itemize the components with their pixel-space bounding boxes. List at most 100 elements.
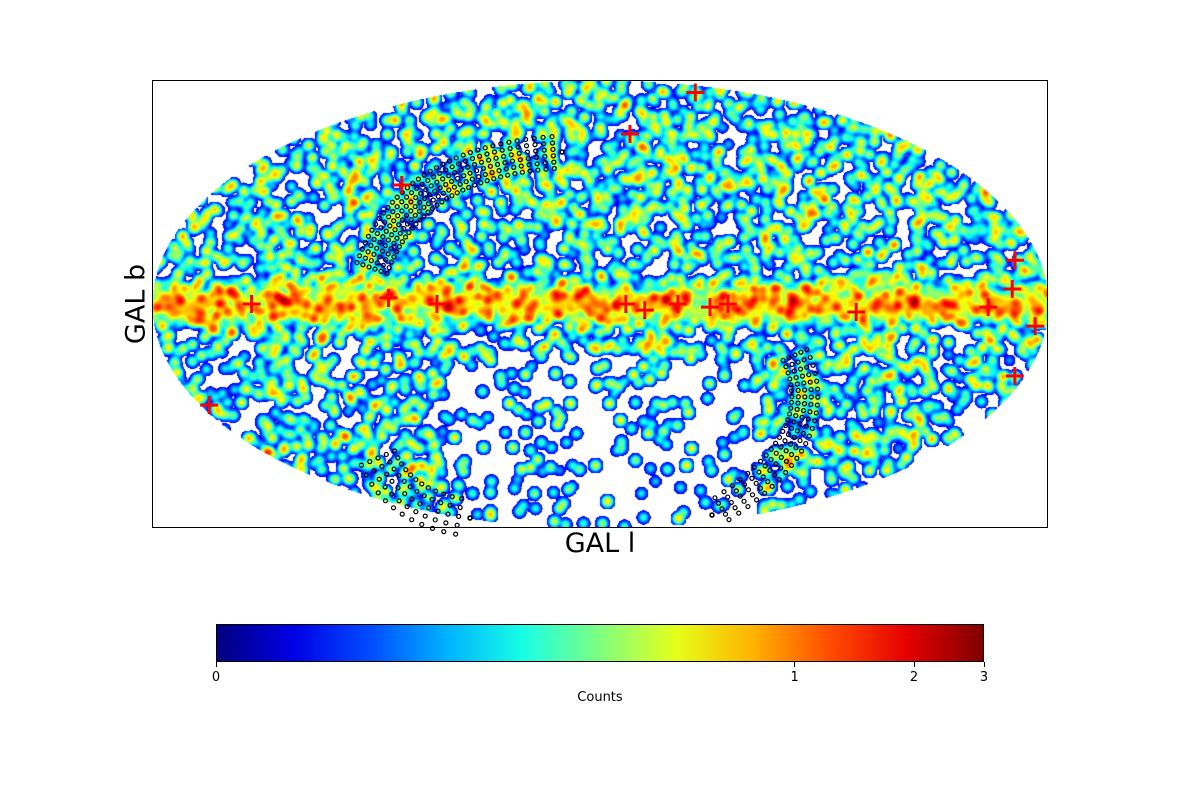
track-point xyxy=(432,517,438,523)
track-point xyxy=(542,153,548,160)
track-point xyxy=(794,381,800,387)
track-point xyxy=(382,498,389,504)
track-point xyxy=(782,422,789,429)
track-point xyxy=(435,508,441,514)
track-point xyxy=(390,505,397,511)
track-point xyxy=(471,162,478,168)
track-point xyxy=(379,463,385,469)
track-point xyxy=(786,355,792,361)
track-point xyxy=(791,419,797,425)
track-point xyxy=(374,230,380,237)
track-point xyxy=(785,370,791,376)
track-point xyxy=(394,194,400,200)
track-point xyxy=(812,418,818,424)
track-point xyxy=(788,405,794,411)
track-point xyxy=(776,434,783,440)
track-point xyxy=(447,502,453,508)
track-point xyxy=(804,364,810,370)
track-point xyxy=(749,492,756,498)
track-point xyxy=(493,155,499,161)
track-point xyxy=(454,190,460,196)
track-point xyxy=(729,483,736,489)
track-point xyxy=(449,193,455,199)
track-point xyxy=(788,425,795,431)
track-point xyxy=(793,444,799,451)
track-point xyxy=(429,496,435,503)
track-point xyxy=(457,504,463,511)
source-marker xyxy=(635,301,654,320)
track-point xyxy=(362,240,368,246)
sky-map-heatmap xyxy=(152,80,1048,528)
track-point xyxy=(458,167,464,173)
track-point xyxy=(778,454,784,460)
track-point xyxy=(457,181,463,187)
track-point xyxy=(469,176,475,182)
track-point xyxy=(389,232,395,238)
track-point xyxy=(511,164,517,170)
track-point xyxy=(460,187,466,193)
track-point xyxy=(408,199,414,205)
track-point xyxy=(398,461,405,467)
track-point xyxy=(467,515,473,521)
track-point xyxy=(382,219,388,225)
track-point xyxy=(484,178,490,184)
track-point xyxy=(756,469,762,475)
track-point xyxy=(452,170,458,176)
track-point xyxy=(403,194,410,200)
track-point xyxy=(459,496,465,502)
track-point xyxy=(421,172,427,178)
track-point xyxy=(778,465,784,471)
track-point xyxy=(527,168,533,174)
track-point xyxy=(507,145,513,152)
track-point xyxy=(794,428,801,434)
track-point xyxy=(789,388,795,394)
track-point xyxy=(476,174,482,180)
track-point xyxy=(393,249,400,255)
track-point xyxy=(388,245,394,252)
track-point xyxy=(543,166,549,172)
track-point xyxy=(749,475,755,481)
track-point xyxy=(444,196,450,202)
track-point xyxy=(745,503,751,510)
track-point xyxy=(526,162,532,168)
colorbar-tick xyxy=(913,662,915,667)
track-point xyxy=(399,199,405,205)
track-point xyxy=(516,150,522,156)
track-point xyxy=(402,234,409,240)
track-point xyxy=(354,259,360,266)
track-point xyxy=(432,488,439,494)
track-point xyxy=(386,214,392,220)
track-point xyxy=(437,185,443,191)
track-point xyxy=(399,239,405,245)
track-point xyxy=(375,490,381,496)
track-point xyxy=(421,195,428,202)
track-point xyxy=(794,406,800,412)
source-marker xyxy=(200,396,219,415)
track-point xyxy=(788,399,795,406)
track-point xyxy=(787,441,794,447)
track-point xyxy=(487,163,493,169)
track-point xyxy=(426,505,432,511)
track-point xyxy=(550,153,556,159)
track-point xyxy=(404,503,410,510)
track-point xyxy=(792,352,798,358)
track-point xyxy=(384,471,390,477)
track-point xyxy=(365,249,371,255)
track-point xyxy=(496,168,502,174)
x-axis-label: GAL l xyxy=(564,528,636,559)
track-point xyxy=(768,446,774,452)
track-point xyxy=(467,170,473,176)
source-marker xyxy=(616,295,635,313)
track-point xyxy=(441,529,447,535)
track-point xyxy=(374,245,380,251)
track-point xyxy=(371,251,377,257)
track-point xyxy=(448,178,455,184)
track-point xyxy=(801,401,808,407)
track-point xyxy=(482,145,488,151)
track-point xyxy=(719,506,725,512)
track-point xyxy=(392,227,398,233)
track-point xyxy=(804,346,810,353)
track-point xyxy=(401,478,407,484)
track-point xyxy=(413,509,419,515)
source-marker xyxy=(1003,279,1022,298)
